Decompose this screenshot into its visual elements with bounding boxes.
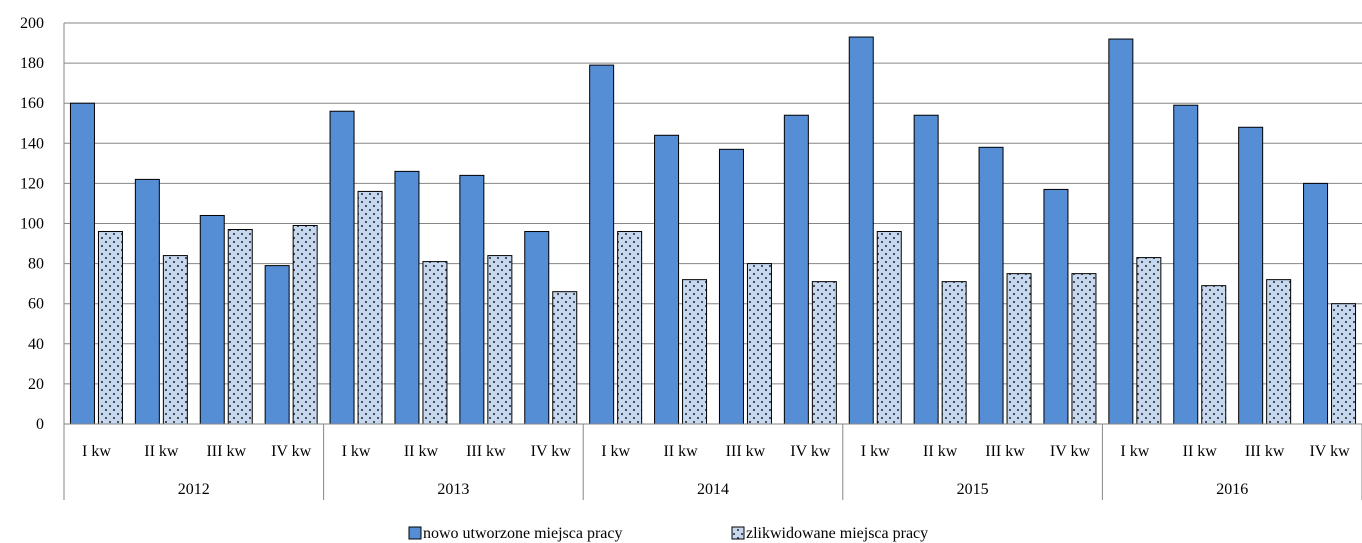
bar-liquidated-jobs — [1136, 257, 1162, 425]
x-tick-label: I kw — [861, 443, 890, 460]
bar-new-jobs — [524, 231, 550, 425]
y-tick-label: 40 — [28, 336, 44, 353]
y-tick-label: 140 — [20, 135, 44, 152]
y-tick-label: 80 — [28, 256, 44, 273]
bar-new-jobs — [848, 36, 874, 425]
bar-new-jobs — [1238, 126, 1264, 425]
x-tick-label: II kw — [404, 443, 439, 460]
bar-liquidated-jobs — [357, 190, 383, 425]
bar-new-jobs — [1108, 38, 1134, 425]
bar-new-jobs — [913, 114, 939, 425]
bar-liquidated-jobs — [617, 231, 643, 425]
bar-liquidated-jobs — [1071, 273, 1097, 425]
y-tick-label: 160 — [20, 95, 44, 112]
x-group-label: 2012 — [178, 481, 210, 498]
bar-new-jobs — [1303, 182, 1329, 425]
bars — [69, 36, 1357, 425]
x-tick-label: IV kw — [1050, 443, 1091, 460]
legend-label-new-jobs: nowo utworzone miejsca pracy — [423, 525, 622, 542]
bar-new-jobs — [654, 134, 680, 425]
bar-new-jobs — [264, 265, 290, 425]
x-axis: I kw II kw III kw IV kw I kw II kw III kw IV kw… — [63, 423, 1362, 500]
bar-new-jobs — [1043, 188, 1069, 425]
bar-liquidated-jobs — [552, 291, 578, 425]
y-tick-label: 200 — [20, 15, 44, 32]
x-group-label: 2014 — [697, 481, 729, 498]
gridlines — [64, 22, 1362, 385]
x-tick-label: III kw — [206, 443, 246, 460]
x-group-label: 2016 — [1216, 481, 1248, 498]
bar-liquidated-jobs — [746, 263, 772, 425]
bar-liquidated-jobs — [422, 261, 448, 425]
x-tick-label: III kw — [466, 443, 506, 460]
y-tick-label: 120 — [20, 175, 44, 192]
bar-liquidated-jobs — [162, 255, 188, 425]
bar-liquidated-jobs — [1201, 285, 1227, 425]
x-tick-label: I kw — [601, 443, 630, 460]
bar-liquidated-jobs — [97, 231, 123, 425]
y-tick-label: 100 — [20, 216, 44, 233]
legend: nowo utworzone miejsca pracy zlikwidowan… — [408, 525, 928, 542]
x-tick-label: I kw — [1120, 443, 1149, 460]
y-tick-label: 20 — [28, 376, 44, 393]
x-tick-label: IV kw — [790, 443, 831, 460]
bar-liquidated-jobs — [1266, 279, 1292, 425]
bar-new-jobs — [329, 110, 355, 425]
bar-new-jobs — [199, 214, 225, 425]
legend-swatch-liquidated-jobs — [731, 526, 745, 540]
x-tick-label: II kw — [663, 443, 698, 460]
bar-liquidated-jobs — [1006, 273, 1032, 425]
x-tick-label: II kw — [923, 443, 958, 460]
bar-new-jobs — [1173, 104, 1199, 425]
x-tick-label: III kw — [985, 443, 1025, 460]
bar-new-jobs — [718, 148, 744, 425]
y-tick-label: 180 — [20, 55, 44, 72]
bar-new-jobs — [134, 178, 160, 425]
bar-liquidated-jobs — [876, 231, 902, 425]
bar-liquidated-jobs — [941, 281, 967, 425]
x-group-label: 2015 — [957, 481, 989, 498]
bar-liquidated-jobs — [682, 279, 708, 425]
bar-new-jobs — [783, 114, 809, 425]
bar-liquidated-jobs — [487, 255, 513, 425]
bar-new-jobs — [978, 146, 1004, 425]
bar-new-jobs — [394, 170, 420, 425]
y-tick-label: 0 — [36, 416, 44, 433]
x-tick-label: III kw — [1245, 443, 1285, 460]
bar-liquidated-jobs — [292, 225, 318, 425]
bar-liquidated-jobs — [227, 229, 253, 425]
bar-new-jobs — [69, 102, 95, 425]
x-group-label: 2013 — [437, 481, 469, 498]
x-tick-label: IV kw — [271, 443, 312, 460]
y-axis: 0 20 40 60 80 100 120 140 160 180 200 — [20, 15, 65, 433]
x-tick-label: III kw — [726, 443, 766, 460]
bar-new-jobs — [459, 174, 485, 425]
bar-liquidated-jobs — [811, 281, 837, 425]
legend-swatch-new-jobs — [408, 526, 422, 540]
x-tick-label: IV kw — [531, 443, 572, 460]
x-tick-label: II kw — [144, 443, 179, 460]
x-tick-label: I kw — [82, 443, 111, 460]
y-tick-label: 60 — [28, 296, 44, 313]
bar-new-jobs — [589, 64, 615, 425]
x-tick-label: I kw — [342, 443, 371, 460]
bar-liquidated-jobs — [1331, 303, 1357, 425]
x-tick-label: II kw — [1183, 443, 1218, 460]
x-tick-label: IV kw — [1309, 443, 1350, 460]
legend-label-liquidated-jobs: zlikwidowane miejsca pracy — [746, 525, 928, 542]
